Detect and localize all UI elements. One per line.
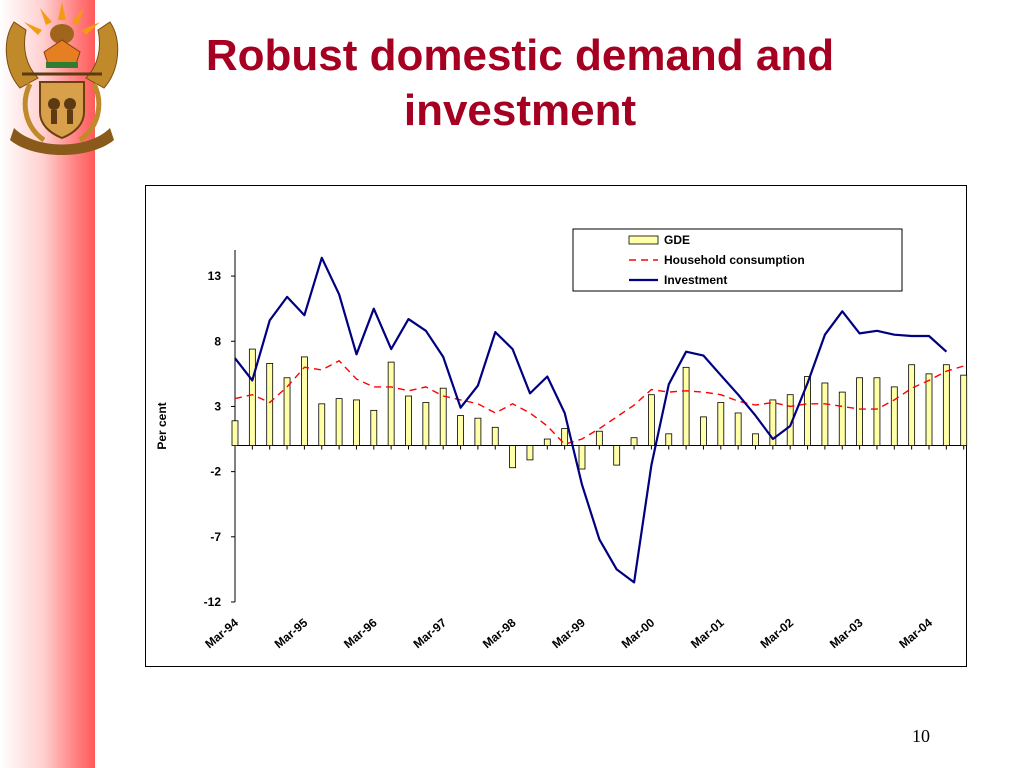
x-tick-label: Mar-03 xyxy=(827,615,866,651)
y-tick-label: -7 xyxy=(210,530,221,544)
x-tick-label: Mar-01 xyxy=(688,615,727,651)
gde-bar xyxy=(422,402,430,446)
legend-label: Investment xyxy=(664,273,727,287)
series-lines xyxy=(234,256,964,584)
gde-bar xyxy=(925,373,933,446)
gde-bar xyxy=(647,394,655,446)
gde-bar xyxy=(509,445,517,469)
gde-bar xyxy=(387,361,395,446)
x-tick-label: Mar-02 xyxy=(757,615,796,651)
gde-bar xyxy=(370,409,378,446)
gde-bar xyxy=(821,382,829,446)
y-tick-label: -12 xyxy=(204,595,222,609)
x-tick-label: Mar-96 xyxy=(341,615,380,651)
gde-bar xyxy=(300,356,308,446)
gde-bar xyxy=(266,363,274,446)
chart-frame: 13 8 3 -2 -7 -12 Mar-94 Mar-95 Mar-96 Mar-97 Mar-9… xyxy=(145,185,968,667)
gde-bar xyxy=(474,417,482,446)
shield xyxy=(39,81,85,140)
x-tick-label: Mar-97 xyxy=(410,615,449,651)
gde-bar xyxy=(578,445,586,470)
x-tick-label: Mar-95 xyxy=(272,615,311,651)
title-line-2: investment xyxy=(403,86,637,135)
legend-box xyxy=(572,228,903,292)
gde-bar xyxy=(318,403,326,446)
gde-bar xyxy=(752,433,759,446)
gde-bar xyxy=(335,398,343,446)
x-tick-label: Mar-99 xyxy=(549,615,588,651)
legend-label: Household consumption xyxy=(664,253,805,267)
gde-bar xyxy=(526,445,534,461)
gde-bar xyxy=(248,348,256,446)
gde-bar xyxy=(630,437,638,446)
gde-bar xyxy=(942,364,950,446)
gde-bar xyxy=(960,374,968,446)
legend-label: GDE xyxy=(664,233,690,247)
gde-bar xyxy=(700,416,707,446)
y-tick-label: 3 xyxy=(214,399,221,413)
x-tick-label: Mar-94 xyxy=(202,615,241,651)
gde-bar xyxy=(717,402,725,446)
gde-bar xyxy=(682,366,690,446)
gde-bar xyxy=(283,377,291,446)
gde-bar xyxy=(405,395,412,446)
gde-bar xyxy=(804,376,811,446)
tick-labels: 13 8 3 -2 -7 -12 Mar-94 Mar-95 Mar-96 Mar-97 Mar-9… xyxy=(202,269,935,651)
gde-bar xyxy=(491,426,499,446)
investment-line xyxy=(234,256,948,584)
gde-bar xyxy=(908,364,916,446)
gde-bar xyxy=(769,399,777,446)
gde-bar xyxy=(561,428,569,446)
gde-bar xyxy=(890,386,898,446)
gde-bars xyxy=(231,348,968,470)
legend: GDE Household consumption Investment xyxy=(572,228,903,292)
x-tick-label: Mar-00 xyxy=(619,615,658,651)
gde-bar xyxy=(543,438,551,446)
gde-bar xyxy=(353,399,360,446)
gde-bar xyxy=(734,412,742,446)
gde-bar xyxy=(231,420,239,446)
chart: 13 8 3 -2 -7 -12 Mar-94 Mar-95 Mar-96 Mar-97 Mar-9… xyxy=(155,228,968,651)
gde-bar xyxy=(665,433,673,446)
gde-bar xyxy=(457,415,464,446)
left-wing xyxy=(5,21,39,89)
y-tick-label: 13 xyxy=(208,269,222,283)
x-tick-label: Mar-98 xyxy=(480,615,519,651)
gde-bar xyxy=(873,377,881,446)
legend-swatch-gde xyxy=(628,235,659,245)
gde-bar xyxy=(613,445,621,466)
right-wing xyxy=(85,21,119,89)
page-number: 10 xyxy=(912,726,930,746)
title-line-1: Robust domestic demand and xyxy=(205,31,835,80)
gde-bar xyxy=(595,430,603,446)
sun-rays xyxy=(24,2,100,35)
gde-bar xyxy=(838,391,846,446)
household-consumption-line xyxy=(234,359,964,446)
y-tick-label: 8 xyxy=(214,334,221,348)
slide-title: Robust domestic demand and investment xyxy=(130,28,910,138)
y-tick-label: -2 xyxy=(210,465,221,479)
gde-bar xyxy=(856,377,863,446)
y-axis-label: Per cent xyxy=(155,402,169,449)
x-tick-label: Mar-04 xyxy=(896,615,935,651)
motto-banner xyxy=(10,128,114,155)
coat-of-arms-emblem xyxy=(5,2,119,155)
gde-bar xyxy=(439,387,447,446)
